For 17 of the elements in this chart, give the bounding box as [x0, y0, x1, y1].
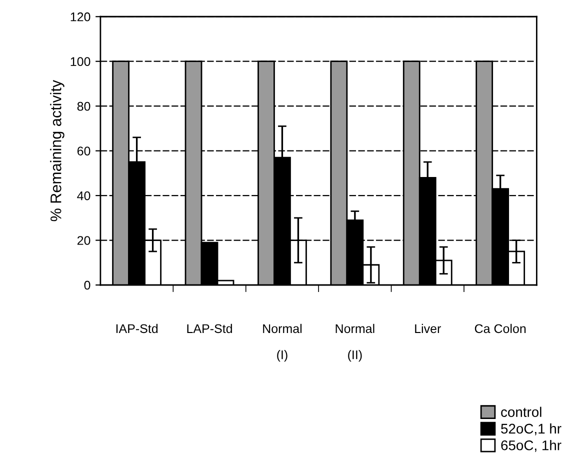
x-tick-label: Ca Colon: [474, 324, 526, 334]
x-tick-label: IAP-Std: [116, 324, 158, 334]
y-tick-label: 20: [77, 236, 90, 245]
y-tick-label: 40: [77, 191, 90, 200]
y-tick-label: 120: [70, 12, 90, 22]
legend-label: control: [501, 406, 542, 417]
legend-label: 65oC, 1hr: [501, 440, 562, 452]
category-label: Normal (II): [336, 324, 374, 362]
legend-label: 52oC,1 hr: [501, 423, 562, 436]
x-tick-label: LAP-Std: [187, 324, 232, 334]
y-tick-label: 100: [70, 57, 90, 66]
y-tick-label: 60: [77, 146, 90, 156]
y-tick-label: 80: [77, 102, 90, 111]
category-label: Normal (I): [263, 324, 302, 362]
y-tick-label: 0: [84, 280, 90, 290]
x-tick-label: Liver: [415, 324, 441, 334]
y-axis-title: % Remaining activity: [50, 80, 64, 222]
